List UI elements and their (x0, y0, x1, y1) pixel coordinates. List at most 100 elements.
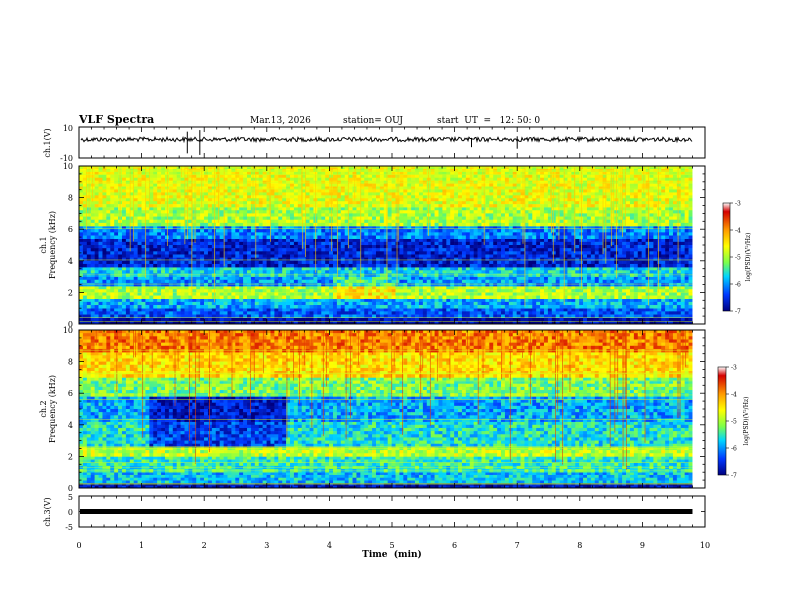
spec-cell (133, 270, 138, 274)
spec-cell (266, 276, 271, 281)
spec-cell (332, 263, 338, 268)
spec-cell (563, 305, 568, 309)
spec-cell (430, 229, 435, 233)
spec-cell (653, 276, 658, 281)
spec-cell (360, 279, 365, 284)
spec-cell (493, 292, 498, 296)
spec-cell (508, 289, 514, 293)
spec-cell (82, 286, 88, 290)
spec-cell (372, 260, 377, 265)
spec-cell (493, 245, 498, 249)
spec-cell (231, 305, 236, 309)
spec-cell (481, 270, 486, 274)
spec-cell (86, 317, 92, 322)
spec-cell (516, 276, 521, 281)
spec-cell (266, 226, 271, 230)
spec-cell (329, 260, 334, 265)
spec-cell (602, 270, 607, 274)
spec-cell (473, 260, 478, 265)
spec-cell (629, 311, 635, 315)
spec-cell (192, 305, 197, 309)
spec-cell (489, 320, 494, 325)
spec-cell (121, 298, 127, 303)
spec-cell (352, 226, 357, 230)
spec-cell (403, 292, 408, 296)
spec-cell (657, 298, 662, 303)
spec-cell (536, 298, 541, 303)
spec-cell (645, 229, 650, 233)
spec-cell (90, 251, 95, 255)
spec-cell (121, 289, 127, 293)
spec-cell (575, 257, 580, 262)
spec-cell (102, 251, 107, 255)
spec-cell (329, 241, 334, 246)
spec-cell (254, 235, 260, 239)
spec-cell (653, 226, 658, 230)
spec-cell (106, 241, 111, 246)
spec-cell (352, 301, 357, 306)
spec-cell (211, 257, 217, 262)
spec-cell (192, 282, 197, 287)
spec-cell (543, 226, 549, 230)
ch1-axis-ticks (78, 126, 706, 159)
spec-cell (227, 301, 232, 306)
spec-cell (356, 260, 361, 265)
spec-cell (133, 305, 138, 309)
spec-cell (571, 314, 576, 318)
spec-cell (407, 229, 412, 233)
spec-cell (90, 282, 95, 287)
spec-cell (137, 295, 142, 300)
spec-cell (606, 301, 611, 306)
spec-cell (661, 263, 666, 268)
spec-cell (364, 263, 369, 268)
spec-cell (270, 257, 275, 262)
spec-cell (121, 308, 127, 312)
spec-cell (649, 248, 654, 252)
spec-cell (161, 251, 166, 255)
spec-cell (192, 276, 197, 281)
spec-cell (227, 238, 232, 243)
spec-cell (258, 320, 263, 325)
spec-cell (622, 229, 627, 233)
spec-cell (223, 308, 228, 312)
spec-cell (180, 260, 185, 265)
spec-cell (329, 317, 334, 322)
spec-cell (477, 260, 482, 265)
spec-cell (262, 241, 267, 246)
spec-cell (399, 314, 404, 318)
spec-cell (172, 229, 177, 233)
spec-cell (121, 286, 127, 290)
spec-cell (149, 254, 154, 258)
spec-cell (680, 298, 685, 303)
spec-cell (262, 289, 267, 293)
spec-cell (219, 292, 224, 296)
spec-cell (235, 292, 240, 296)
spec-cell (567, 238, 572, 243)
spec-cell (211, 254, 217, 258)
spec-cell (301, 279, 306, 284)
spec-cell (418, 251, 424, 255)
spec-cell (180, 257, 185, 262)
spec-cell (94, 301, 99, 306)
spec-cell (629, 226, 635, 230)
spec-cell (153, 276, 158, 281)
spec-cell (172, 308, 177, 312)
spec-cell (290, 289, 295, 293)
spec-cell (149, 251, 154, 255)
spec-cell (649, 317, 654, 322)
spec-cell (196, 305, 201, 309)
spec-cell (497, 289, 502, 293)
spec-cell (125, 279, 131, 284)
spec-cell (583, 229, 588, 233)
spec-cell (461, 301, 467, 306)
spec-cell (258, 292, 263, 296)
spec-cell (153, 248, 158, 252)
spec-cell (161, 260, 166, 265)
spec-cell (418, 257, 424, 262)
spec-cell (301, 235, 306, 239)
spec-cell (512, 286, 517, 290)
spec-cell (586, 248, 592, 252)
spec-cell (286, 279, 291, 284)
spec-cell (309, 238, 314, 243)
spec-cell (594, 276, 599, 281)
